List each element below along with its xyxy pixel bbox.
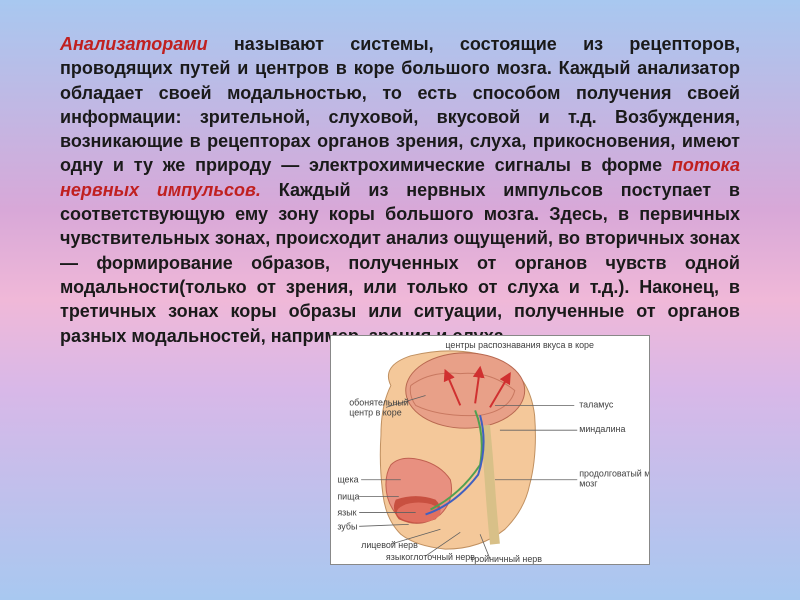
text-part-2: Каждый из нервных импульсов поступает в … xyxy=(60,180,740,346)
slide-content: Анализаторами называют системы, состоящи… xyxy=(0,0,800,368)
head-anatomy-diagram: центры распознавания вкуса в коре таламу… xyxy=(330,335,650,565)
label-facial: лицевой нерв xyxy=(361,540,418,550)
label-medulla: продолговатый мозг xyxy=(579,469,649,479)
label-food: пища xyxy=(337,492,359,502)
label-amygdala: миндалина xyxy=(579,424,625,434)
label-glosso: языкоглоточный нерв xyxy=(386,552,475,562)
label-trigeminal: тройничный нерв xyxy=(470,554,542,564)
label-thalamus: таламус xyxy=(579,399,614,409)
label-olfactory2: центр в коре xyxy=(349,407,401,417)
main-paragraph: Анализаторами называют системы, состоящи… xyxy=(60,32,740,348)
text-part-1: называют системы, состоящие из рецепторо… xyxy=(60,34,740,175)
label-olfactory: обонятельный xyxy=(349,397,409,407)
label-medulla2: мозг xyxy=(579,479,597,489)
label-cheek: щека xyxy=(337,475,358,485)
brain-region xyxy=(406,353,525,428)
label-tongue: язык xyxy=(337,507,356,517)
label-top: центры распознавания вкуса в коре xyxy=(445,340,594,350)
label-teeth: зубы xyxy=(337,521,357,531)
term-analyzers: Анализаторами xyxy=(60,34,208,54)
